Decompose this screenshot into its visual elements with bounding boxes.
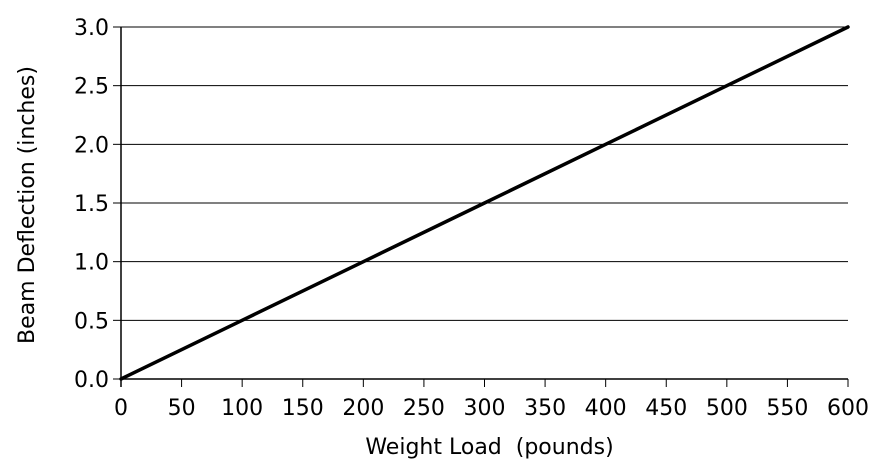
y-tick-label: 2.5 xyxy=(74,75,109,100)
x-tick-label: 200 xyxy=(342,396,384,421)
x-tick-label: 500 xyxy=(706,396,748,421)
x-tick-label: 100 xyxy=(221,396,263,421)
x-tick-label: 450 xyxy=(645,396,687,421)
series-layer xyxy=(119,25,850,381)
x-tick-label: 350 xyxy=(524,396,566,421)
x-axis-title: Weight Load (pounds) xyxy=(365,435,613,460)
y-axis-title: Beam Deflection (inches) xyxy=(15,66,40,344)
y-tick-label: 3.0 xyxy=(74,16,109,41)
gridlines xyxy=(121,26,848,321)
x-tick-label: 300 xyxy=(464,396,506,421)
x-tick-label: 400 xyxy=(585,396,627,421)
y-tick-label: 1.0 xyxy=(74,251,109,276)
x-tick-label: 0 xyxy=(114,396,128,421)
y-tick-label: 0.5 xyxy=(74,309,109,334)
x-tick-label: 550 xyxy=(766,396,808,421)
y-tick-labels: 0.0 0.5 1.0 1.5 2.0 2.5 3.0 xyxy=(74,16,109,393)
series-line xyxy=(119,25,850,381)
x-tick-label: 150 xyxy=(282,396,324,421)
x-tick-label: 50 xyxy=(168,396,196,421)
x-tick-label: 600 xyxy=(827,396,869,421)
y-tick-label: 2.0 xyxy=(74,133,109,158)
x-tick-label: 250 xyxy=(403,396,445,421)
x-tick-labels: 0 50 100 150 200 250 300 350 400 450 500 550 600 xyxy=(114,396,869,421)
y-tick-label: 0.0 xyxy=(74,368,109,393)
y-tick-label: 1.5 xyxy=(74,192,109,217)
